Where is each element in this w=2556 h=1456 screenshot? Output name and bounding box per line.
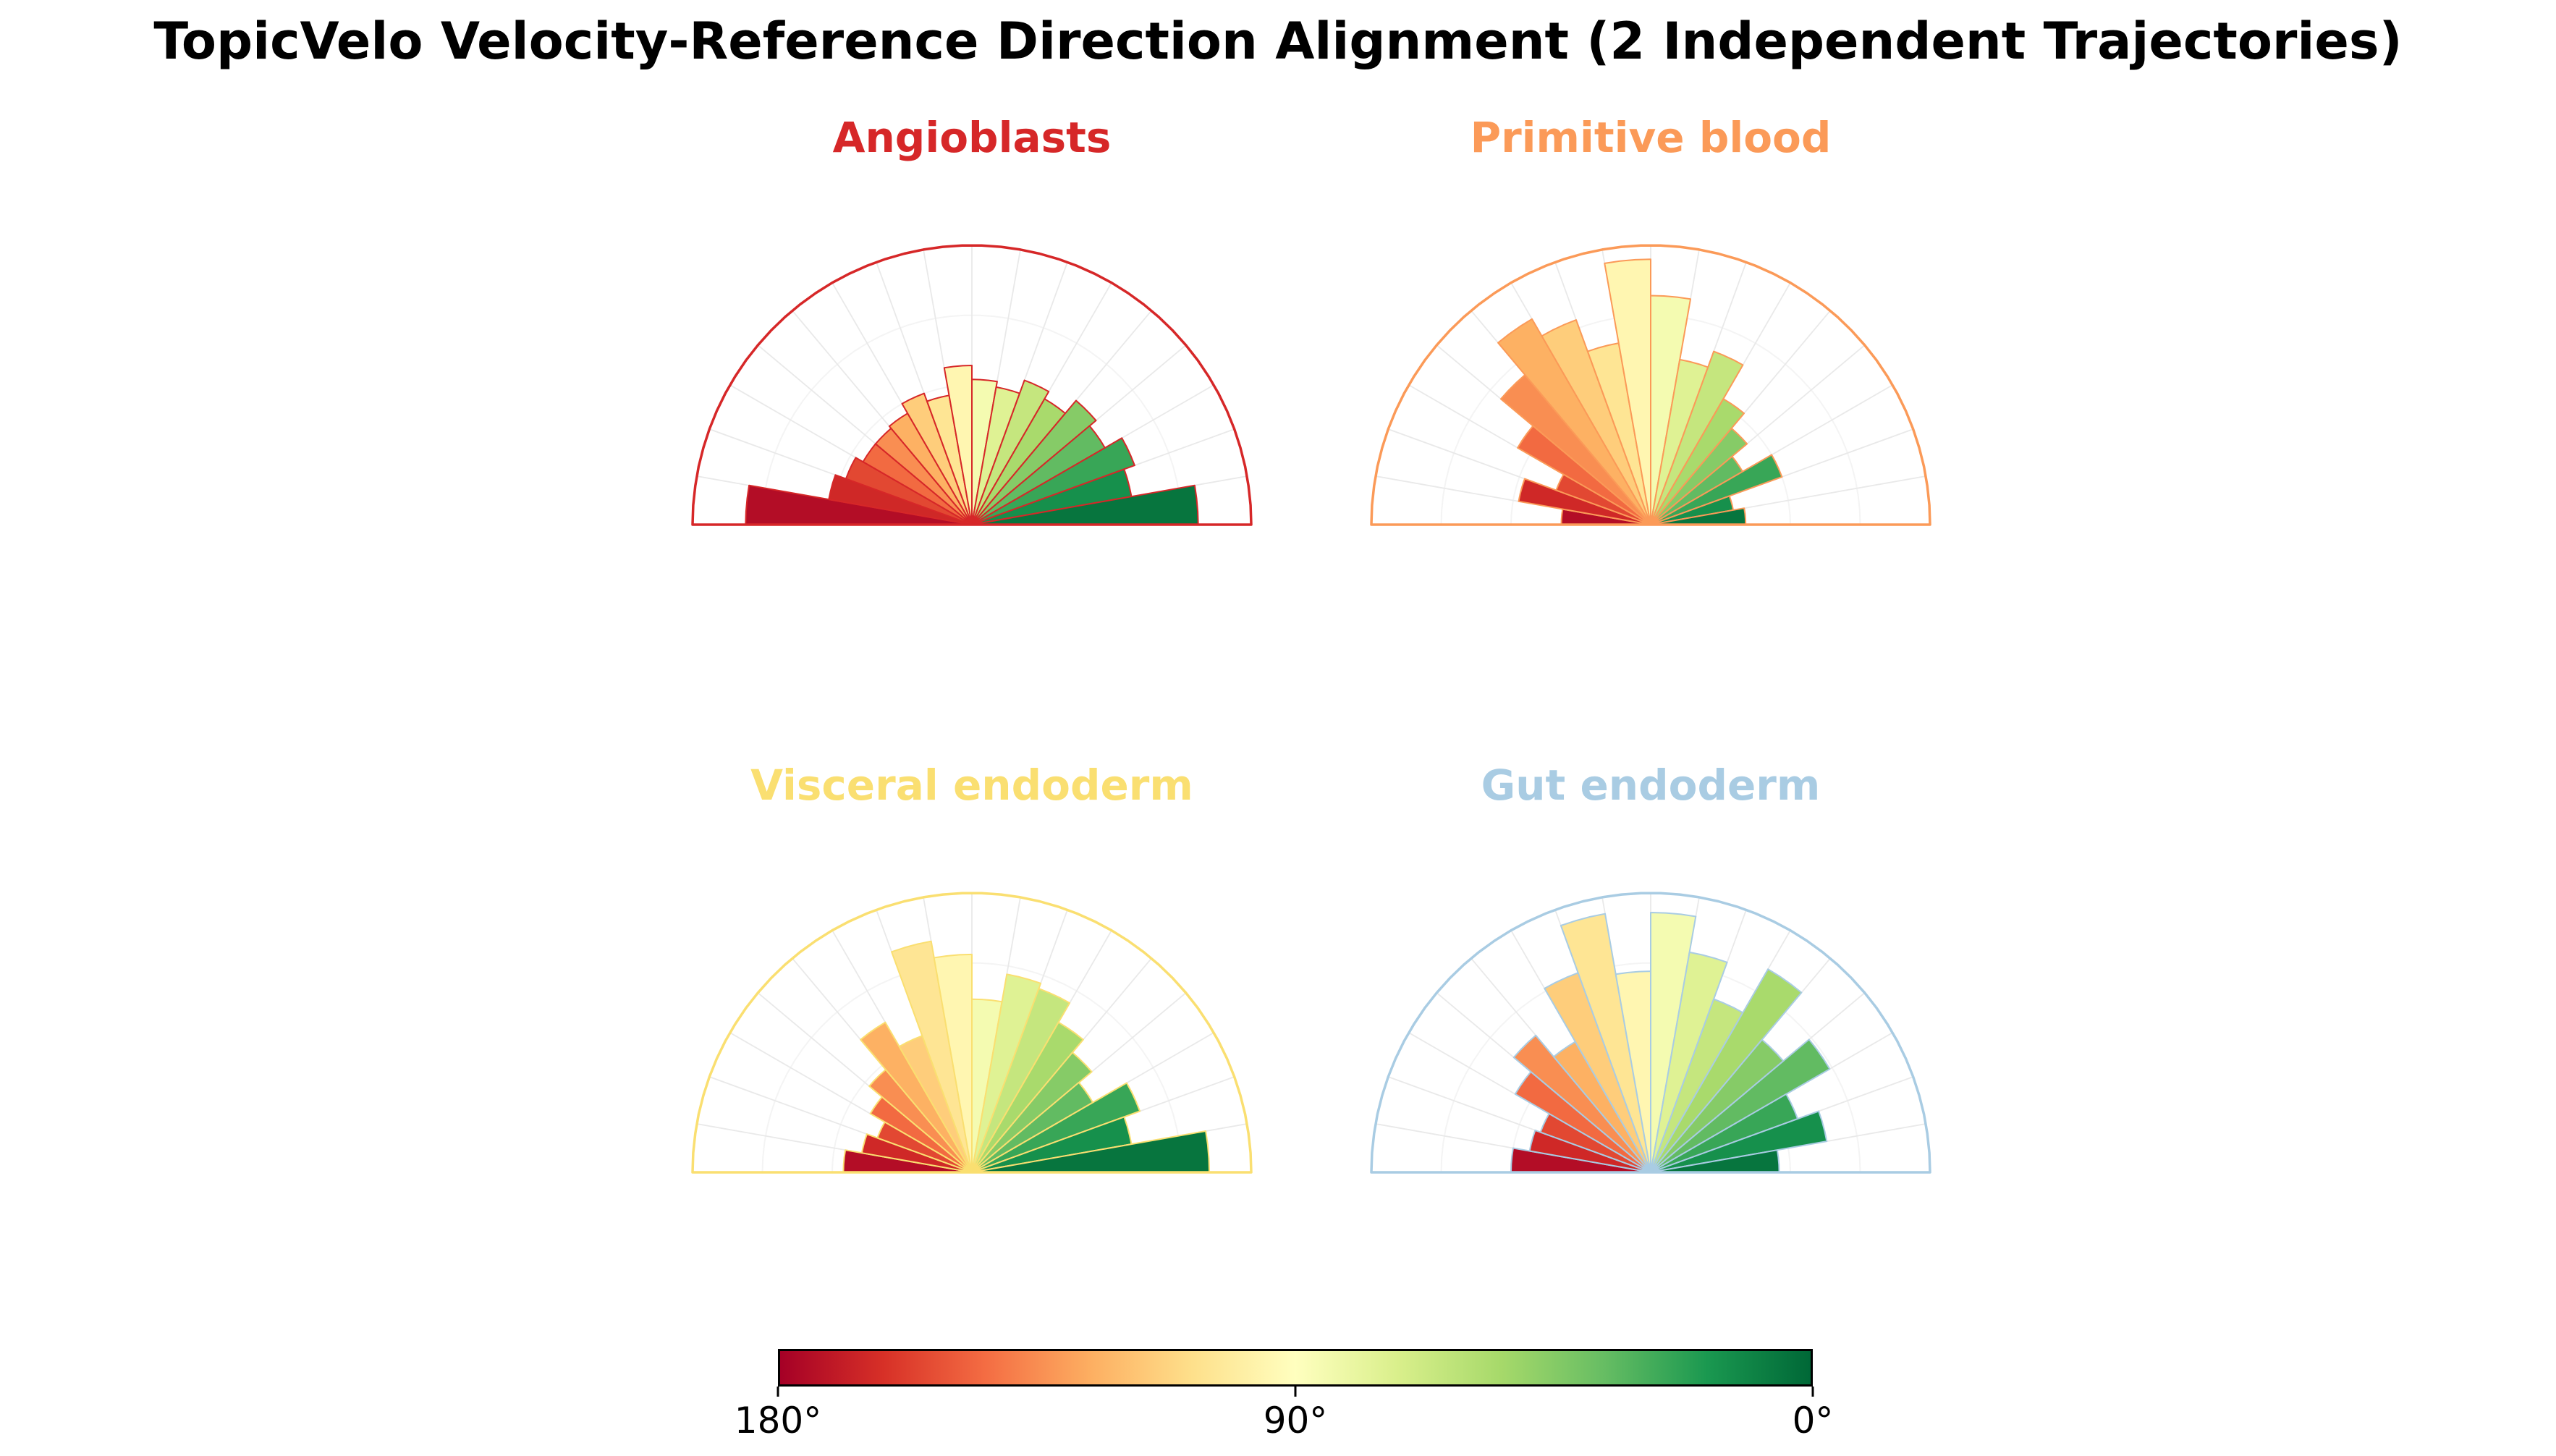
subplot-gut-endoderm: Gut endoderm	[1354, 756, 1947, 1201]
subplot-title-primitive-blood: Primitive blood	[1470, 113, 1832, 162]
rose-bar	[1650, 1038, 1831, 1173]
polar-spine	[1370, 244, 1931, 526]
colorbar-gradient	[778, 1349, 1813, 1387]
rose-bar	[1650, 1110, 1828, 1173]
rose-chart-angioblasts	[691, 244, 1253, 526]
polar-spine	[1370, 892, 1931, 1174]
rose-bar	[1650, 951, 1728, 1173]
subplot-primitive-blood: Primitive blood	[1354, 109, 1947, 554]
colorbar-label-0: 0°	[1792, 1400, 1834, 1442]
subplot-title-visceral-endoderm: Visceral endoderm	[750, 761, 1193, 810]
colorbar-label-90: 90°	[1263, 1400, 1328, 1442]
colorbar-tick-180	[776, 1387, 779, 1397]
subplot-title-gut-endoderm: Gut endoderm	[1481, 761, 1821, 810]
rose-chart-visceral-endoderm	[691, 892, 1253, 1174]
polar-spine	[691, 244, 1253, 526]
rose-bar	[1650, 350, 1744, 525]
page-title: TopicVelo Velocity-Reference Direction A…	[153, 12, 2403, 71]
colorbar: 180° 90° 0°	[735, 1349, 1833, 1450]
rose-chart-gut-endoderm	[1370, 892, 1931, 1174]
rose-bar	[1560, 913, 1651, 1173]
polar-spine	[691, 892, 1253, 1174]
rose-chart-primitive-blood	[1370, 244, 1931, 526]
colorbar-tick-0	[1811, 1387, 1814, 1397]
subplot-title-angioblasts: Angioblasts	[832, 113, 1112, 162]
colorbar-tick-90	[1294, 1387, 1297, 1397]
colorbar-label-180: 180°	[734, 1400, 822, 1442]
rose-bar	[1650, 968, 1803, 1173]
subplot-angioblasts: Angioblasts	[675, 109, 1269, 554]
rose-bar	[1650, 454, 1783, 525]
subplot-visceral-endoderm: Visceral endoderm	[675, 756, 1269, 1201]
rose-bar	[933, 953, 973, 1173]
